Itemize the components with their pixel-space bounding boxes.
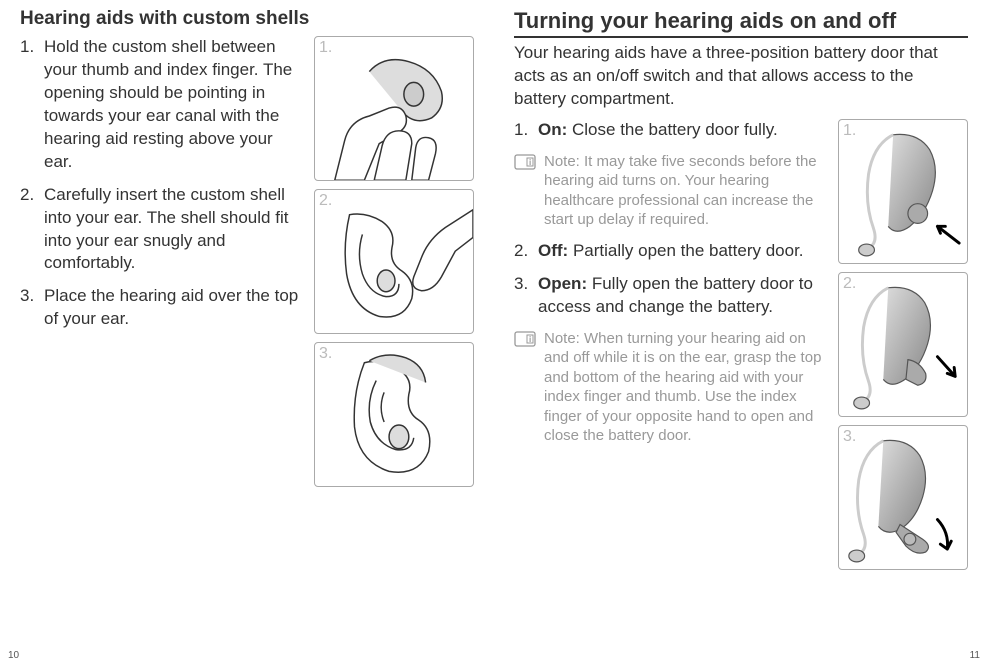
step-text: Partially open the battery door. [568,241,803,260]
info-icon: i [514,331,536,347]
figure-number: 1. [319,39,332,57]
right-step-1: On: Close the battery door fully. [514,119,826,142]
right-figure-2: 2. [838,272,968,417]
right-figure-3: 3. [838,425,968,570]
hand-shell-illustration [315,37,473,180]
right-text-column: On: Close the battery door fully. i Note… [514,119,826,570]
ear-aid-illustration [315,343,473,486]
right-intro: Your hearing aids have a three-position … [514,42,968,111]
note-1: i Note: It may take five seconds before … [514,152,826,230]
left-step-2: Carefully insert the custom shell into y… [20,184,302,276]
svg-text:i: i [529,158,531,167]
hearing-aid-open-illustration [839,426,967,569]
right-step-3: Open: Fully open the battery door to acc… [514,273,826,319]
figure-number: 3. [319,345,332,363]
right-figure-column: 1. [838,119,968,570]
left-heading: Hearing aids with custom shells [20,8,474,30]
left-figure-2: 2. [314,189,474,334]
page-number-right: 11 [970,650,980,661]
left-step-3: Place the hearing aid over the top of yo… [20,285,302,331]
step-text: Close the battery door fully. [567,120,777,139]
right-steps-list-2: Off: Partially open the battery door. Op… [514,240,826,319]
hearing-aid-off-illustration [839,273,967,416]
step-label: On: [538,120,567,139]
right-steps-list: On: Close the battery door fully. [514,119,826,142]
note-2: i Note: When turning your hearing aid on… [514,329,826,446]
left-text-column: Hold the custom shell between your thumb… [20,36,302,487]
page-number-left: 10 [8,650,19,661]
page-right: Turning your hearing aids on and off You… [494,0,988,667]
figure-number: 3. [843,428,856,446]
note-text: Note: When turning your hearing aid on a… [544,329,826,446]
figure-number: 2. [319,192,332,210]
left-content: Hold the custom shell between your thumb… [20,36,474,487]
note-text: Note: It may take five seconds before th… [544,152,826,230]
left-figure-3: 3. [314,342,474,487]
right-content: On: Close the battery door fully. i Note… [514,119,968,570]
figure-number: 1. [843,122,856,140]
right-heading: Turning your hearing aids on and off [514,8,968,38]
document-spread: Hearing aids with custom shells Hold the… [0,0,988,667]
right-figure-1: 1. [838,119,968,264]
page-left: Hearing aids with custom shells Hold the… [0,0,494,667]
step-label: Open: [538,274,587,293]
left-figure-column: 1. 2. [314,36,474,487]
left-steps-list: Hold the custom shell between your thumb… [20,36,302,331]
left-step-1: Hold the custom shell between your thumb… [20,36,302,174]
info-icon: i [514,154,536,170]
left-figure-1: 1. [314,36,474,181]
hearing-aid-on-illustration [839,120,967,263]
step-label: Off: [538,241,568,260]
figure-number: 2. [843,275,856,293]
insert-ear-illustration [315,190,473,333]
svg-text:i: i [529,335,531,344]
right-step-2: Off: Partially open the battery door. [514,240,826,263]
